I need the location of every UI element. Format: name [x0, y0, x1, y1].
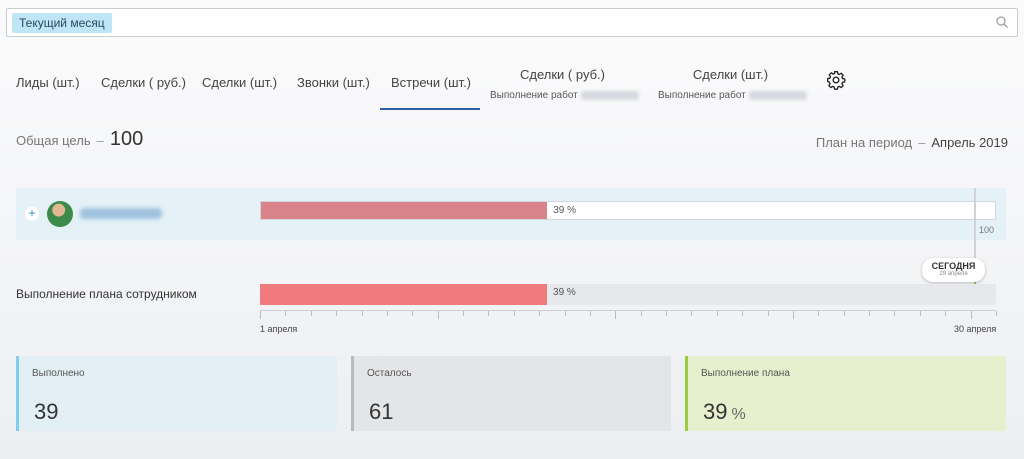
- today-label: СЕГОДНЯ: [931, 261, 976, 271]
- timeline-tick: [640, 311, 642, 316]
- goal-value: 100: [109, 128, 144, 150]
- tab-sublabel: Выполнение работ: [658, 90, 746, 101]
- tab-deals-count-works[interactable]: Сделки (шт.) Выполнение работ: [658, 67, 807, 101]
- card-value-wrap: 39%: [703, 399, 746, 425]
- employee-name-blurred[interactable]: [80, 208, 162, 219]
- progress-label: 39 %: [553, 287, 576, 298]
- card-plan-completion: Выполнение плана 39%: [685, 356, 1006, 431]
- timeline-tick: [564, 311, 566, 316]
- timeline-tick: [945, 311, 947, 316]
- blurred-text: [580, 90, 639, 100]
- card-value: 39: [34, 399, 59, 424]
- plan-completion-label: Выполнение плана сотрудником: [16, 287, 197, 301]
- timeline-tick: [437, 311, 439, 319]
- today-line: [974, 188, 976, 305]
- target-cap: 100: [978, 225, 994, 235]
- expand-button[interactable]: +: [25, 207, 39, 221]
- timeline-tick: [742, 311, 744, 316]
- tab-deals-rub[interactable]: Сделки ( руб.): [101, 75, 186, 90]
- timeline-tick: [970, 311, 972, 319]
- employee-progress-bar: 39 %: [260, 201, 996, 220]
- timeline-tick: [336, 311, 338, 316]
- progress-fill: [260, 284, 548, 305]
- tab-calls[interactable]: Звонки (шт.): [297, 75, 370, 90]
- timeline-tick: [310, 311, 312, 316]
- card-done: Выполнено 39: [16, 356, 337, 431]
- timeline-tick: [386, 311, 388, 316]
- timeline-tick: [412, 311, 414, 316]
- timeline-tick: [691, 311, 693, 316]
- card-title: Осталось: [367, 368, 412, 379]
- timeline-tick: [792, 311, 794, 319]
- blurred-text: [748, 90, 807, 100]
- active-tab-indicator: [380, 108, 480, 110]
- filter-chip-current-month[interactable]: Текущий месяц: [12, 13, 112, 33]
- overall-goal: Общая цель –100: [16, 128, 143, 151]
- timeline-tick: [539, 311, 541, 316]
- gear-icon[interactable]: [826, 70, 846, 90]
- plan-progress-bar: 39 %: [260, 284, 996, 305]
- timeline-tick: [869, 311, 871, 316]
- tab-label: Сделки ( руб.): [520, 67, 605, 82]
- tab-label: Сделки (шт.): [692, 67, 769, 82]
- card-value: 61: [369, 399, 394, 424]
- timeline-axis: [260, 310, 997, 320]
- avatar: [47, 201, 73, 227]
- period-dash: –: [918, 135, 926, 150]
- axis-start-label: 1 апреля: [260, 324, 298, 334]
- tab-sublabel: Выполнение работ: [490, 90, 578, 101]
- progress-label: 39 %: [553, 205, 577, 216]
- today-date: 29 апреля: [939, 271, 968, 277]
- goal-label: Общая цель: [16, 133, 91, 148]
- period-label: План на период: [815, 135, 913, 150]
- timeline-tick: [615, 311, 617, 319]
- plan-period: План на период – Апрель 2019: [816, 135, 1008, 150]
- timeline-tick: [716, 311, 718, 316]
- timeline-tick: [463, 311, 465, 316]
- timeline-tick: [488, 311, 490, 316]
- card-value: 39: [703, 399, 728, 424]
- timeline-tick: [818, 311, 820, 316]
- today-badge: СЕГОДНЯ 29 апреля: [922, 258, 985, 282]
- tab-deals-count[interactable]: Сделки (шт.): [202, 75, 278, 90]
- timeline-tick: [996, 311, 997, 316]
- timeline-tick: [843, 311, 845, 316]
- timeline-tick: [513, 311, 515, 316]
- timeline-tick: [589, 311, 591, 316]
- card-remaining: Осталось 61: [351, 356, 671, 431]
- timeline-tick: [666, 311, 668, 316]
- timeline-tick: [919, 311, 921, 316]
- card-unit: %: [731, 406, 746, 423]
- axis-end-label: 30 апреля: [954, 324, 997, 334]
- metric-tabs: Лиды (шт.) Сделки ( руб.) Сделки (шт.) З…: [0, 60, 1024, 112]
- tab-meetings[interactable]: Встречи (шт.): [391, 75, 472, 90]
- timeline-tick: [260, 311, 261, 319]
- goal-dash: –: [96, 133, 104, 148]
- period-month[interactable]: Апрель 2019: [931, 135, 1008, 150]
- tab-deals-rub-works[interactable]: Сделки ( руб.) Выполнение работ: [490, 67, 639, 101]
- timeline-tick: [894, 311, 896, 316]
- search-icon[interactable]: [995, 15, 1009, 29]
- timeline-tick: [361, 311, 363, 316]
- card-title: Выполнено: [32, 368, 85, 379]
- timeline-tick: [767, 311, 769, 316]
- card-title: Выполнение плана: [701, 368, 790, 379]
- filter-search-bar[interactable]: Текущий месяц: [6, 8, 1018, 37]
- tab-leads[interactable]: Лиды (шт.): [16, 75, 80, 90]
- employee-row[interactable]: + 39 % 100: [16, 188, 1006, 240]
- timeline-tick: [285, 311, 287, 316]
- progress-fill: [261, 202, 548, 219]
